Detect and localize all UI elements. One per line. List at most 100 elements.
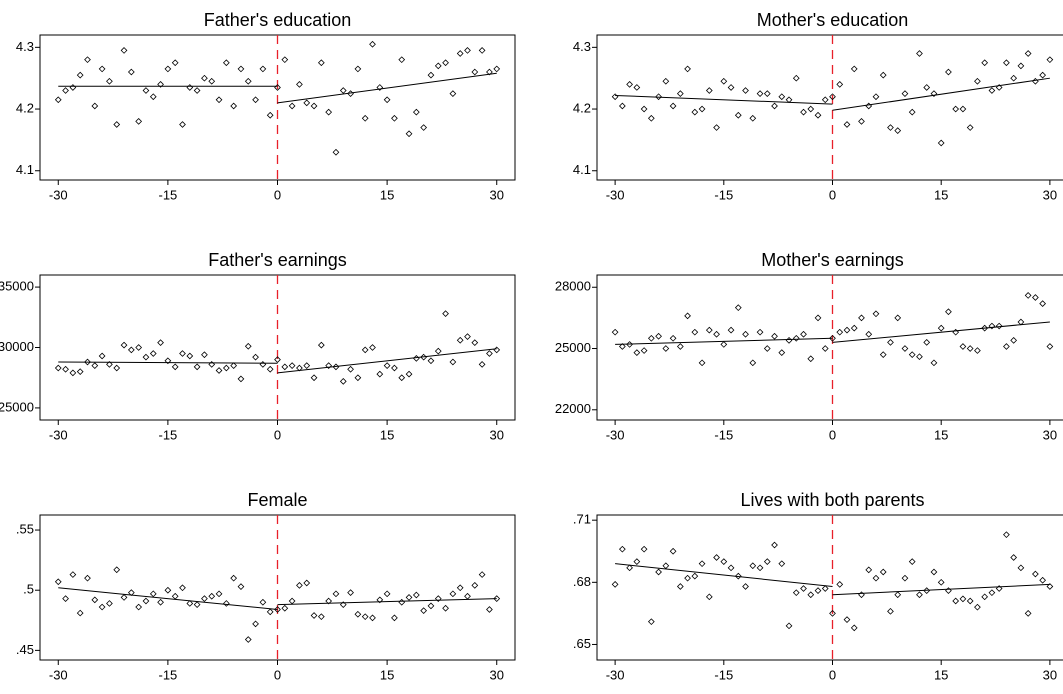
data-point bbox=[332, 148, 340, 156]
panel: Father's education 4.1 4.2 4.3 -30 -15 0 15 30 bbox=[16, 10, 516, 202]
data-point bbox=[354, 374, 362, 382]
fit-line bbox=[615, 563, 833, 587]
data-point bbox=[1039, 71, 1047, 79]
data-point bbox=[339, 87, 347, 94]
data-point bbox=[995, 585, 1003, 592]
data-point bbox=[785, 336, 793, 344]
panel-title: Father's earnings bbox=[208, 250, 347, 270]
data-point bbox=[208, 361, 216, 368]
data-point bbox=[113, 121, 121, 128]
data-point bbox=[1039, 576, 1047, 584]
data-point bbox=[193, 87, 201, 94]
data-point bbox=[383, 590, 391, 598]
data-point bbox=[369, 344, 376, 351]
data-point bbox=[959, 105, 967, 113]
data-point bbox=[807, 355, 815, 363]
data-point bbox=[259, 65, 267, 73]
panel: Mother's education 4.1 4.2 4.3 -30 -15 0 15 30 bbox=[573, 10, 1063, 202]
data-point bbox=[814, 587, 822, 594]
data-point bbox=[91, 102, 99, 110]
data-point bbox=[266, 608, 274, 616]
data-point bbox=[1046, 343, 1054, 350]
data-point bbox=[1010, 554, 1018, 561]
data-point bbox=[186, 84, 194, 91]
data-point bbox=[836, 581, 844, 588]
data-point bbox=[157, 598, 164, 606]
plot-frame bbox=[596, 34, 1063, 181]
data-point bbox=[208, 592, 216, 600]
data-point bbox=[361, 613, 369, 621]
data-point bbox=[84, 56, 91, 64]
data-point bbox=[676, 90, 684, 97]
data-point bbox=[164, 586, 172, 594]
data-point bbox=[376, 84, 384, 91]
data-point bbox=[792, 334, 800, 342]
data-point bbox=[749, 114, 757, 122]
data-point bbox=[836, 80, 844, 88]
data-point bbox=[127, 346, 135, 354]
data-point bbox=[449, 590, 457, 598]
data-point bbox=[611, 93, 619, 101]
data-point bbox=[281, 363, 289, 371]
data-point bbox=[76, 368, 84, 376]
data-point bbox=[669, 102, 677, 110]
data-point bbox=[398, 598, 406, 606]
data-point bbox=[237, 583, 245, 590]
data-point bbox=[135, 118, 143, 125]
data-point bbox=[640, 105, 648, 113]
data-point bbox=[879, 71, 887, 79]
data-point bbox=[778, 349, 786, 356]
data-point bbox=[865, 330, 873, 338]
data-point bbox=[908, 351, 916, 359]
data-point bbox=[281, 56, 289, 64]
data-point bbox=[325, 108, 333, 116]
data-point bbox=[691, 572, 699, 580]
data-point bbox=[412, 355, 420, 362]
data-point bbox=[763, 345, 771, 352]
data-point bbox=[222, 59, 230, 67]
data-point bbox=[727, 564, 735, 572]
data-point bbox=[310, 612, 318, 619]
data-point bbox=[84, 358, 91, 366]
data-point bbox=[142, 353, 150, 361]
data-point bbox=[84, 574, 91, 582]
data-point bbox=[303, 99, 311, 107]
data-point bbox=[427, 602, 435, 610]
data-point bbox=[486, 350, 493, 357]
data-point bbox=[244, 77, 252, 85]
data-point bbox=[127, 68, 135, 76]
data-point bbox=[274, 84, 281, 91]
data-point bbox=[720, 558, 728, 565]
data-point bbox=[727, 326, 735, 334]
data-point bbox=[310, 102, 318, 110]
data-point bbox=[734, 111, 742, 119]
data-point bbox=[252, 353, 259, 361]
data-point bbox=[332, 590, 340, 598]
data-point bbox=[230, 102, 238, 110]
data-point bbox=[157, 80, 164, 88]
data-point bbox=[222, 364, 230, 372]
data-point bbox=[611, 328, 619, 336]
data-point bbox=[91, 362, 99, 369]
data-point bbox=[966, 345, 974, 352]
data-point bbox=[252, 620, 259, 628]
data-point bbox=[317, 341, 325, 349]
data-point bbox=[771, 102, 778, 110]
y-tick-label: 4.1 bbox=[16, 162, 34, 177]
data-point bbox=[879, 568, 887, 576]
data-point bbox=[1046, 56, 1054, 64]
data-point bbox=[201, 351, 208, 359]
data-point bbox=[369, 614, 376, 622]
data-point bbox=[930, 568, 938, 576]
data-point bbox=[62, 365, 69, 373]
data-point bbox=[259, 361, 267, 368]
data-point bbox=[471, 68, 479, 76]
data-point bbox=[442, 59, 449, 67]
data-point bbox=[771, 541, 778, 549]
data-point bbox=[792, 589, 800, 597]
data-point bbox=[383, 362, 391, 369]
data-point bbox=[785, 622, 793, 630]
data-point bbox=[655, 332, 662, 340]
data-point bbox=[952, 328, 960, 336]
data-point bbox=[662, 345, 670, 352]
